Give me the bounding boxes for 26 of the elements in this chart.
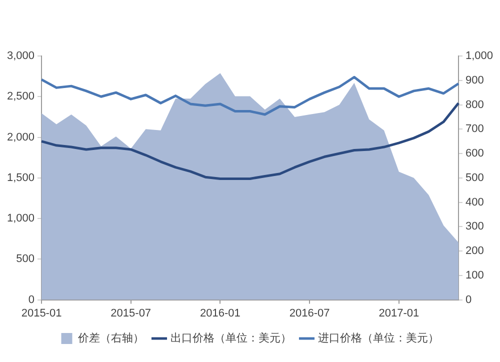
x-tick-label: 2016-01 (200, 307, 240, 320)
y-tick-label: 500 (16, 253, 35, 266)
y-tick-label: 2,500 (6, 90, 35, 103)
y-tick-label: 1,500 (6, 172, 35, 184)
y-tick-label: 0 (28, 294, 35, 306)
x-tick-label: 2017-01 (378, 307, 420, 320)
legend-label: 价差（右轴） (76, 331, 144, 344)
y-tick-label: 2,000 (6, 131, 35, 144)
legend-label: 出口价格（单位：美元） (170, 331, 292, 344)
y2-tick-label: 500 (465, 172, 484, 184)
x-tick-label: 2015-07 (110, 307, 152, 320)
y2-tick-label: 300 (465, 220, 484, 233)
y2-tick-label: 0 (465, 294, 472, 306)
y2-tick-label: 900 (465, 74, 484, 86)
y-tick-label: 3,000 (6, 50, 35, 62)
y2-tick-label: 700 (465, 123, 484, 136)
legend-label: 进口价格（单位：美元） (318, 331, 439, 344)
y2-tick-label: 100 (465, 269, 484, 282)
y2-tick-label: 400 (465, 196, 484, 208)
y-tick-label: 1,000 (6, 212, 35, 225)
x-tick-label: 2016-07 (289, 307, 330, 320)
y2-tick-label: 1,000 (465, 50, 494, 62)
y2-tick-label: 600 (465, 148, 484, 160)
y2-tick-label: 800 (465, 98, 484, 111)
y2-tick-label: 200 (465, 245, 484, 258)
x-tick-label: 2015-01 (21, 307, 62, 320)
